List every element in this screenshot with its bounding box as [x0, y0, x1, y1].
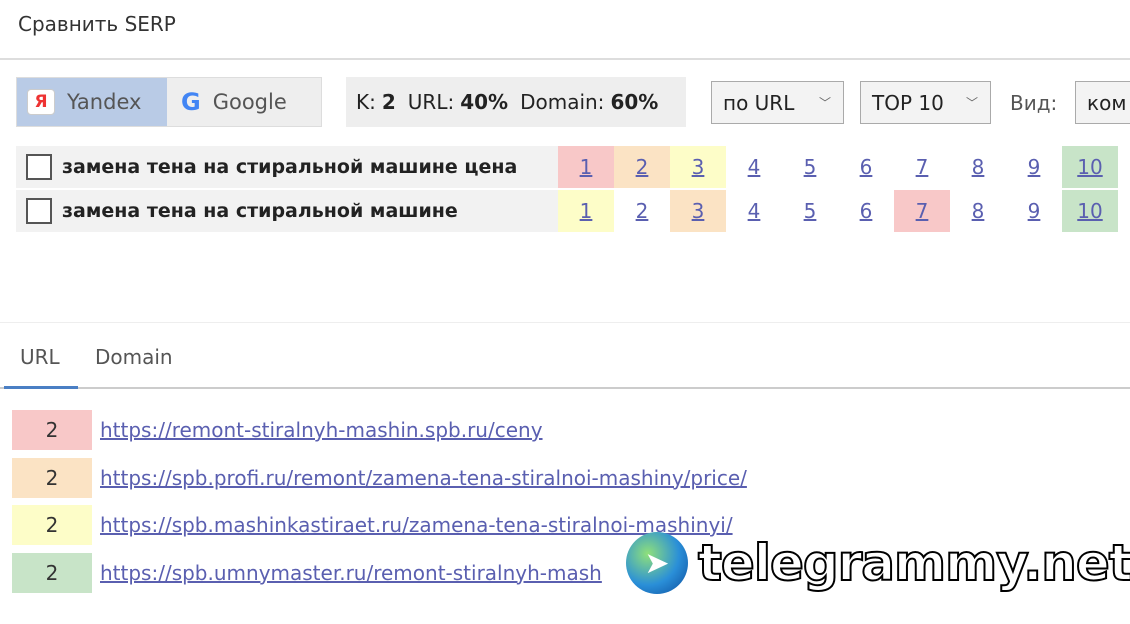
match-count: 2 [12, 505, 92, 545]
google-button[interactable]: G Google [167, 78, 321, 126]
yandex-label: Yandex [67, 90, 142, 114]
query-checkbox[interactable] [26, 198, 52, 224]
url-value: 40% [460, 90, 509, 114]
match-count: 2 [12, 457, 92, 498]
query-label: замена тена на стиральной машине цена [16, 146, 558, 188]
result-row: 2 https://remont-stiralnyh-mashin.spb.ru/… [12, 410, 543, 450]
tab-domain[interactable]: Domain [95, 345, 173, 369]
domain-label: Domain: [520, 90, 605, 114]
position-link[interactable]: 5 [803, 155, 817, 179]
position-link[interactable]: 9 [1027, 199, 1041, 223]
url-label: URL: [407, 90, 455, 114]
position-link[interactable]: 8 [971, 155, 985, 179]
match-count: 2 [12, 410, 92, 450]
k-value: 2 [381, 90, 396, 114]
view-label: Вид: [1010, 91, 1058, 115]
position-link[interactable]: 2 [614, 146, 670, 188]
result-url-link[interactable]: https://remont-stiralnyh-mashin.spb.ru/c… [100, 418, 543, 442]
query-row: замена тена на стиральной машине цена 1 2 3… [16, 146, 1118, 188]
position-link[interactable]: 1 [558, 190, 614, 232]
result-url-link[interactable]: https://spb.umnymaster.ru/remont-stiraln… [100, 560, 602, 585]
active-tab-indicator [4, 386, 78, 389]
result-row: 2 https://spb.mashinkastiraet.ru/zamena-t… [12, 505, 733, 545]
position-link[interactable]: 10 [1062, 146, 1118, 188]
divider [0, 58, 1130, 60]
chevron-down-icon: ﹀ [818, 96, 831, 110]
result-row: 2 https://spb.umnymaster.ru/remont-stiral… [12, 552, 602, 593]
k-label: K: [356, 90, 376, 114]
result-row: 2 https://spb.profi.ru/remont/zamena-tena… [12, 457, 747, 498]
position-link[interactable]: 1 [558, 146, 614, 188]
telegram-globe-icon: ➤ [626, 532, 688, 594]
watermark-text: telegrammy.net [697, 533, 1130, 593]
query-text: замена тена на стиральной машине [62, 200, 458, 222]
stats-panel: K: 2 URL: 40% Domain: 60% [346, 77, 686, 127]
yandex-icon: Я [27, 89, 55, 115]
chevron-down-icon: ﹀ [965, 96, 978, 110]
position-link[interactable]: 10 [1062, 190, 1118, 232]
query-checkbox[interactable] [26, 154, 52, 180]
query-text: замена тена на стиральной машине цена [62, 156, 518, 178]
position-link[interactable]: 2 [635, 199, 649, 223]
mode-select[interactable]: по URL ﹀ [711, 81, 844, 124]
position-link[interactable]: 9 [1027, 155, 1041, 179]
match-count: 2 [12, 552, 92, 593]
result-url-link[interactable]: https://spb.mashinkastiraet.ru/zamena-te… [100, 513, 733, 537]
position-link[interactable]: 7 [894, 190, 950, 232]
position-link[interactable]: 3 [670, 146, 726, 188]
top-select[interactable]: TOP 10 ﹀ [860, 81, 991, 124]
query-label: замена тена на стиральной машине [16, 190, 558, 232]
yandex-button[interactable]: Я Yandex [17, 78, 167, 126]
position-link[interactable]: 4 [747, 199, 761, 223]
google-icon: G [181, 88, 201, 116]
view-select[interactable]: ком [1075, 81, 1130, 124]
domain-value: 60% [610, 90, 659, 114]
position-link[interactable]: 6 [859, 199, 873, 223]
result-url-link[interactable]: https://spb.profi.ru/remont/zamena-tena-… [100, 465, 747, 490]
google-label: Google [212, 90, 287, 114]
tab-bar: URL Domain [0, 322, 1130, 390]
position-link[interactable]: 7 [915, 155, 929, 179]
search-engine-switch: Я Yandex G Google [16, 77, 322, 127]
query-row: замена тена на стиральной машине 1 2 3 4 5 6 7 8… [16, 190, 1118, 232]
watermark: ➤ telegrammy.net [626, 532, 1130, 594]
tab-url[interactable]: URL [20, 345, 60, 369]
position-link[interactable]: 8 [971, 199, 985, 223]
view-select-value: ком [1087, 90, 1127, 115]
top-select-value: TOP 10 [872, 90, 944, 115]
position-link[interactable]: 4 [747, 155, 761, 179]
mode-select-value: по URL [723, 90, 795, 115]
window-title: Сравнить SERP [18, 12, 176, 36]
tab-divider [0, 387, 1130, 389]
position-link[interactable]: 5 [803, 199, 817, 223]
position-link[interactable]: 3 [670, 190, 726, 232]
position-link[interactable]: 6 [859, 155, 873, 179]
